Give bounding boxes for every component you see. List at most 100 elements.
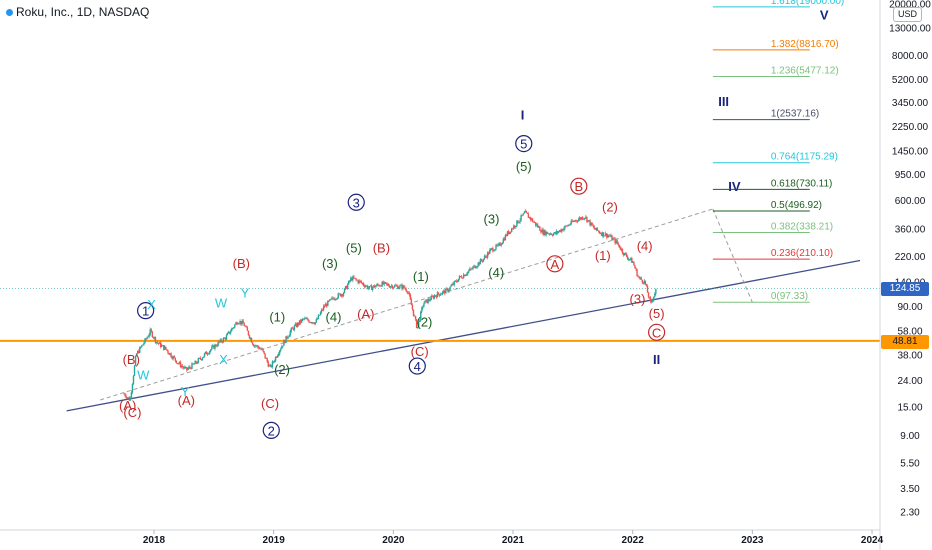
candle-body — [457, 278, 460, 282]
candle-body — [245, 326, 248, 328]
candle-body — [409, 294, 412, 300]
candle-body — [290, 327, 292, 332]
fib-level-label: 0.5(496.92) — [771, 200, 822, 211]
wave-label: (A) — [178, 393, 195, 408]
candle-body — [205, 351, 208, 355]
y-tick-label: 220.00 — [895, 252, 926, 263]
time-axis[interactable]: 2018 2019 2020 2021 2022 2023 2024 — [0, 529, 884, 546]
candle-body — [423, 303, 425, 307]
candle-body — [399, 285, 401, 288]
candle-body — [357, 280, 359, 283]
candle-body — [270, 365, 273, 367]
candle-body — [577, 219, 580, 222]
candle-body — [478, 262, 480, 265]
wave-label: I — [521, 107, 525, 122]
candle-body — [235, 322, 237, 325]
candle-body — [283, 340, 285, 346]
candle-body — [333, 298, 335, 300]
candle-body — [292, 327, 295, 330]
wave-label: (1) — [595, 248, 611, 263]
candle-body — [523, 212, 525, 214]
candle-body — [548, 233, 550, 235]
candle-body — [626, 256, 629, 260]
candle-body — [329, 299, 331, 301]
trendline — [66, 259, 861, 412]
candle-body — [387, 284, 390, 286]
candle-body — [162, 345, 164, 346]
candle-body — [170, 353, 172, 358]
candle-body — [346, 284, 349, 289]
candle-body — [280, 348, 282, 351]
candle-body — [262, 348, 264, 352]
candle-body — [316, 318, 319, 320]
currency-button[interactable]: USD — [893, 7, 922, 22]
candle-body — [320, 309, 323, 313]
drawing-lines — [0, 208, 880, 412]
candle-body — [202, 356, 205, 358]
candle-body — [155, 342, 158, 343]
candle-body — [415, 319, 418, 328]
candle-body — [493, 250, 495, 252]
candle-body — [647, 292, 650, 298]
candle-body — [216, 345, 218, 347]
candle-body — [269, 365, 272, 367]
wave-label: (4) — [488, 265, 504, 280]
candle-body — [455, 280, 458, 282]
candle-body — [571, 220, 573, 222]
candle-body — [185, 367, 187, 368]
x-tick-label: 2021 — [502, 535, 525, 546]
candle-body — [627, 258, 630, 260]
candle-body — [477, 262, 479, 267]
candle-body — [257, 345, 259, 348]
candle-body — [279, 350, 281, 354]
candle-body — [374, 285, 376, 288]
candle-body — [143, 343, 145, 345]
candle-body — [421, 307, 423, 312]
wave-label: IV — [728, 179, 741, 194]
candle-body — [259, 348, 261, 350]
candle-body — [255, 345, 257, 347]
candle-body — [389, 286, 392, 288]
fib-level-label: 0.764(1175.29) — [771, 152, 838, 163]
candle-body — [304, 318, 306, 320]
fib-level-label: 0.618(730.11) — [771, 178, 833, 189]
candle-body — [625, 253, 628, 257]
candle-body — [597, 230, 600, 232]
candle-body — [356, 279, 358, 281]
candle-body — [383, 282, 385, 285]
candle-body — [201, 357, 204, 360]
candle-body — [419, 320, 421, 322]
candle-body — [325, 303, 327, 307]
price-axis[interactable]: 2.30 3.50 5.50 9.00 15.00 24.00 38.00 58.00 90.0… — [879, 0, 931, 550]
candle-body — [131, 384, 134, 393]
candle-body — [278, 353, 280, 356]
y-tick-label: 13000.00 — [889, 24, 931, 35]
candle-body — [237, 323, 239, 325]
candle-body — [574, 220, 577, 222]
candle-body — [311, 322, 313, 324]
candle-body — [160, 345, 163, 347]
candle-body — [124, 393, 126, 397]
candle-body — [362, 283, 365, 286]
candle-body — [200, 359, 203, 360]
candle-body — [513, 225, 515, 229]
candle-body — [527, 213, 530, 218]
x-tick-label: 2024 — [861, 535, 884, 546]
candle-body — [544, 230, 546, 236]
candle-body — [635, 268, 637, 270]
candle-body — [191, 363, 193, 369]
candle-body — [497, 244, 499, 246]
wave-label: 5 — [520, 137, 527, 152]
candle-body — [465, 274, 467, 277]
candle-body — [174, 357, 176, 361]
candle-body — [594, 228, 596, 230]
candle-body — [445, 288, 447, 294]
candle-body — [613, 238, 615, 240]
y-tick-label: 58.00 — [897, 327, 922, 338]
candle-body — [125, 396, 127, 399]
candle-body — [458, 276, 461, 279]
candle-body — [486, 252, 489, 258]
candle-body — [403, 285, 405, 288]
candle-body — [203, 353, 206, 357]
